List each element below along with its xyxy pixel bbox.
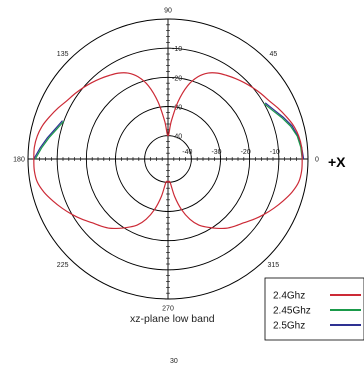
- legend-items: 2.4Ghz 2.45Ghz 2.5Ghz: [273, 291, 361, 332]
- angle-label: 0: [315, 157, 319, 164]
- chart-caption: xz-plane low band: [130, 313, 215, 325]
- angle-labels: 0 45 90 135 180 225 270 315: [13, 8, 319, 313]
- angle-label: 270: [162, 306, 174, 313]
- angle-label: 45: [269, 51, 277, 58]
- legend-label: 2.4Ghz: [273, 291, 305, 302]
- series-curve-2-4ghz: [33, 72, 303, 230]
- angle-label: 225: [57, 262, 69, 269]
- polar-grid: [27, 18, 309, 300]
- radial-tick-label: -40: [172, 134, 182, 141]
- stray-label: 30: [170, 358, 178, 365]
- series-curve-2-45ghz: [34, 103, 303, 160]
- angle-label: 315: [268, 262, 280, 269]
- angle-label: 180: [13, 157, 25, 164]
- radial-tick-labels: -10 -10 -20 -20 -30 -30 -40 -40: [172, 46, 280, 156]
- angle-label: 90: [164, 8, 172, 15]
- axis-x-label: +X: [328, 154, 346, 170]
- legend-label: 2.5Ghz: [273, 321, 305, 332]
- series-curve-2-5ghz: [33, 102, 305, 160]
- radial-tick-label: -20: [241, 149, 251, 156]
- radial-tick-label: -20: [172, 75, 182, 82]
- radial-tick-label: -10: [172, 46, 182, 53]
- radial-tick-label: -40: [182, 149, 192, 156]
- radial-tick-label: -10: [270, 149, 280, 156]
- radial-tick-label: -30: [211, 149, 221, 156]
- angle-label: 135: [57, 51, 69, 58]
- legend: 2.4Ghz 2.45Ghz 2.5Ghz: [264, 277, 364, 341]
- radial-tick-label: -30: [172, 105, 182, 112]
- series-group: [33, 72, 305, 230]
- legend-label: 2.45Ghz: [273, 306, 311, 317]
